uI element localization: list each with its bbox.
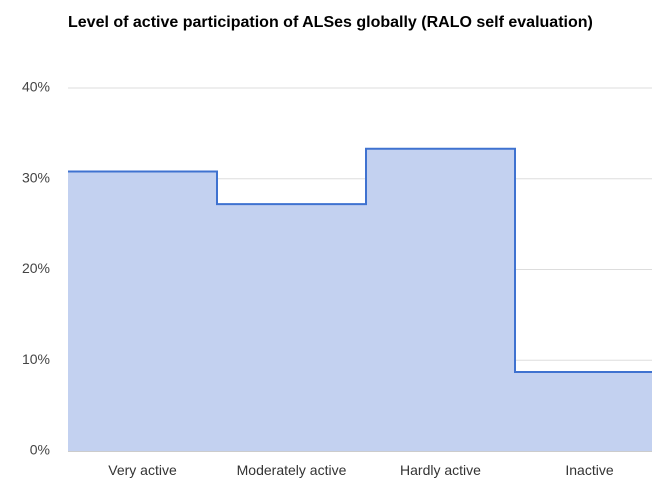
y-tick-label: 0% (30, 442, 50, 458)
area (68, 148, 652, 452)
y-tick-label: 20% (22, 260, 50, 276)
chart-title: Level of active participation of ALSes g… (68, 14, 593, 31)
x-tick-label: Very active (108, 462, 177, 478)
y-tick-label: 10% (22, 351, 50, 367)
y-tick-label: 40% (22, 79, 50, 95)
step-line (68, 147, 652, 374)
x-tick-label: Inactive (565, 462, 614, 478)
x-tick-label: Hardly active (400, 462, 481, 478)
x-tick-label: Moderately active (236, 462, 347, 478)
y-tick-label: 30% (22, 169, 50, 185)
